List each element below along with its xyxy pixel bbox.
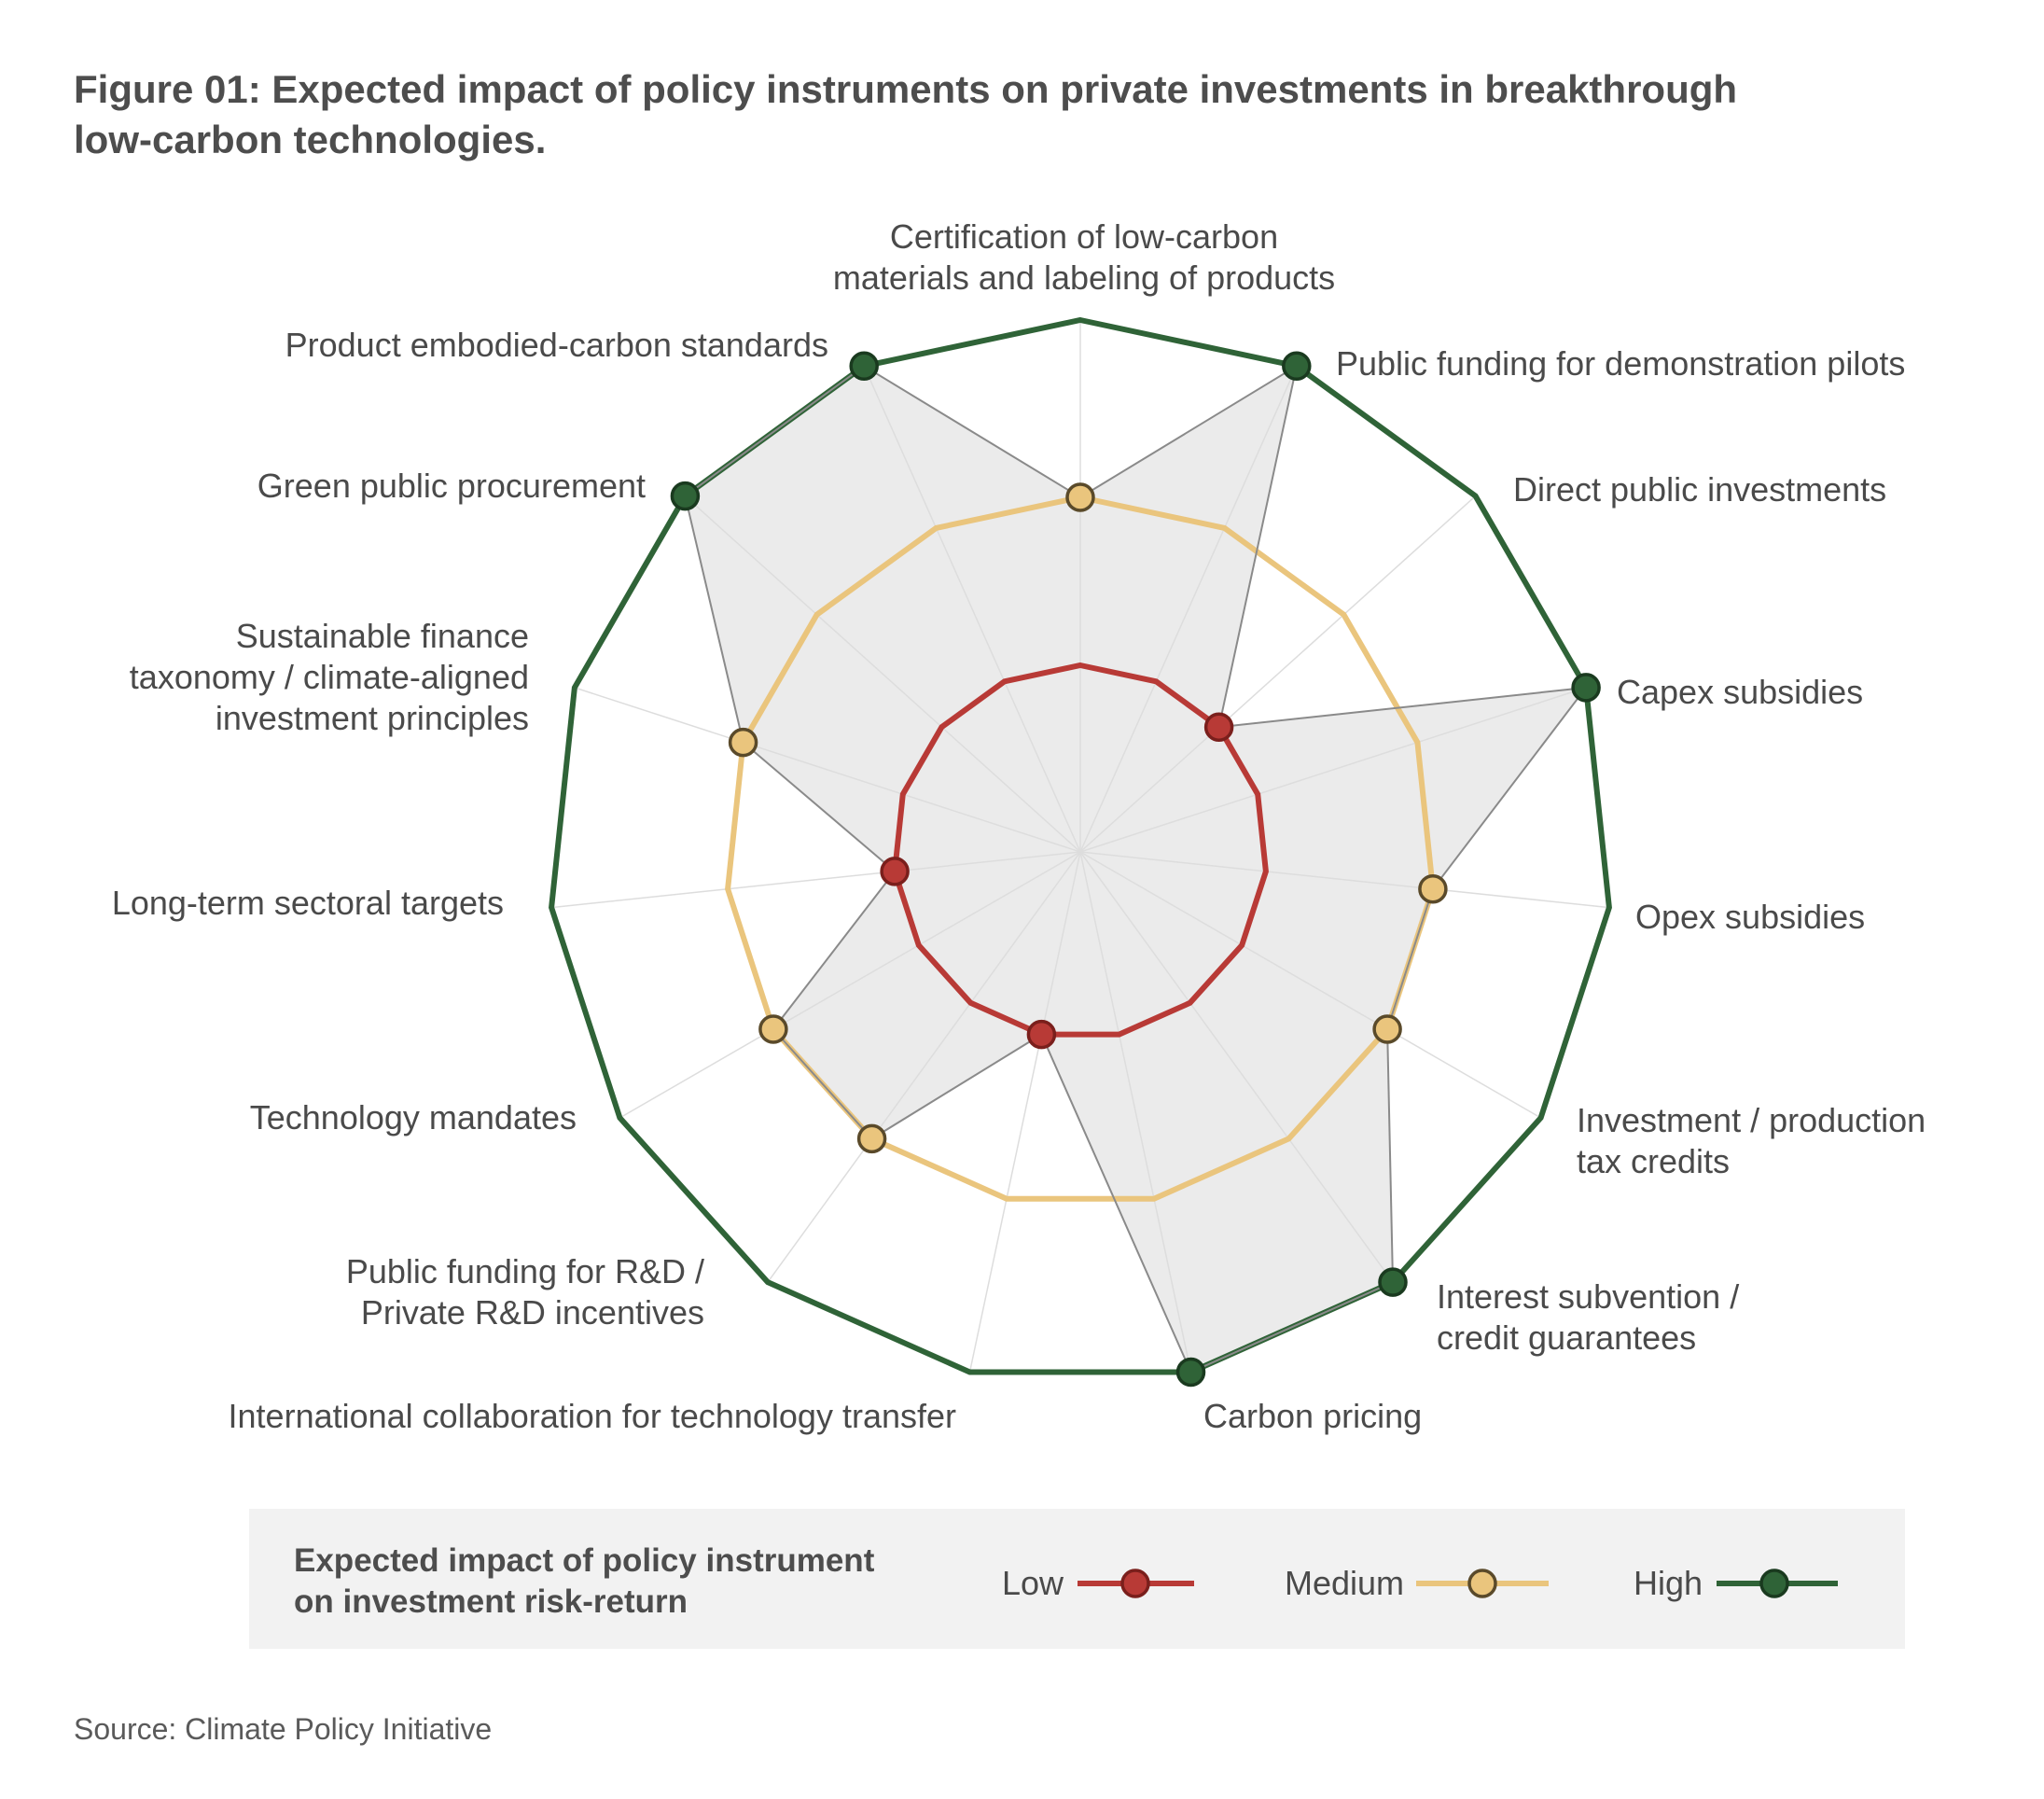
spoke-5	[1079, 851, 1609, 909]
point-9-low	[1026, 1019, 1057, 1050]
spoke-8	[1079, 851, 1192, 1373]
spoke-6	[1079, 851, 1541, 1119]
axis-label-14: Green public procurement	[257, 467, 646, 505]
spoke-13	[574, 687, 1081, 853]
axis-label-9-line-1: International collaboration for technolo…	[229, 1397, 956, 1435]
axis-label-11: Technology mandates	[250, 1098, 577, 1137]
axis-label-15: Product embodied-carbon standards	[285, 326, 828, 364]
legend-marker-medium	[1467, 1569, 1497, 1598]
point-7-high	[1378, 1267, 1408, 1297]
axis-label-1: Certification of low-carbon materials and…	[833, 217, 1335, 297]
axis-label-11-line-1: Technology mandates	[250, 1098, 577, 1137]
spoke-4	[1079, 687, 1587, 853]
axis-label-1-line-1: Certification of low-carbon	[890, 217, 1278, 256]
axis-label-13-line-2: taxonomy / climate-aligned	[130, 658, 529, 696]
point-14-high	[670, 481, 701, 511]
spoke-7	[1079, 851, 1394, 1283]
impact-profile-line	[684, 364, 1589, 1374]
axis-label-4: Capex subsidies	[1617, 673, 1863, 711]
ring-high	[549, 316, 1612, 1375]
point-6-medium	[1372, 1014, 1402, 1044]
axis-label-6: Investment / production tax credits	[1577, 1101, 1926, 1180]
legend-title-line-2: on investment risk-return	[294, 1583, 688, 1620]
axis-label-12-line-1: Long-term sectoral targets	[112, 884, 504, 922]
axis-label-5-line-1: Opex subsidies	[1635, 898, 1865, 936]
axis-label-8-line-1: Carbon pricing	[1203, 1397, 1422, 1435]
point-8-high	[1175, 1357, 1206, 1388]
point-10-medium	[856, 1123, 887, 1154]
legend-label-high: High	[1634, 1564, 1703, 1602]
axis-label-13-line-1: Sustainable finance	[236, 617, 529, 655]
point-5-medium	[1418, 873, 1448, 904]
axis-label-2: Public funding for demonstration pilots	[1336, 344, 1905, 383]
ring-medium	[725, 494, 1436, 1202]
point-12-low	[880, 857, 910, 886]
axis-label-10-line-2: Private R&D incentives	[361, 1293, 704, 1332]
spoke-9	[968, 851, 1081, 1373]
axis-label-6-line-2: tax credits	[1577, 1142, 1730, 1180]
legend: Expected impact of policy instrument on …	[249, 1509, 1905, 1649]
axis-label-7: Interest subvention / credit guarantees	[1437, 1277, 1739, 1357]
ring-low	[892, 662, 1269, 1038]
axis-label-8: Carbon pricing	[1203, 1397, 1422, 1435]
spoke-11	[619, 851, 1081, 1119]
axis-label-7-line-1: Interest subvention /	[1437, 1277, 1739, 1316]
axis-label-4-line-1: Capex subsidies	[1617, 673, 1863, 711]
axis-label-14-line-1: Green public procurement	[257, 467, 646, 505]
point-1-medium	[1065, 482, 1095, 512]
axis-labels: Certification of low-carbon materials and…	[112, 217, 1926, 1435]
axis-label-10-line-1: Public funding for R&D /	[346, 1252, 704, 1290]
axis-label-2-line-1: Public funding for demonstration pilots	[1336, 344, 1905, 383]
radar-plot	[549, 316, 1612, 1388]
spoke-10	[767, 851, 1081, 1283]
legend-label-low: Low	[1002, 1564, 1064, 1602]
axis-label-3-line-1: Direct public investments	[1513, 470, 1886, 509]
axis-label-1-line-2: materials and labeling of products	[833, 258, 1335, 297]
axis-label-5: Opex subsidies	[1635, 898, 1865, 936]
spoke-3	[1079, 495, 1477, 853]
axis-label-3: Direct public investments	[1513, 470, 1886, 509]
axis-label-12: Long-term sectoral targets	[112, 884, 504, 922]
legend-background	[249, 1509, 1905, 1649]
point-15-high	[849, 351, 879, 382]
legend-items: Low Medium High	[1002, 1564, 1838, 1602]
axis-label-7-line-2: credit guarantees	[1437, 1318, 1696, 1357]
legend-label-medium: Medium	[1285, 1564, 1404, 1602]
axis-label-10: Public funding for R&D / Private R&D ince…	[346, 1252, 704, 1332]
axis-label-9: International collaboration for technolo…	[229, 1397, 956, 1435]
spoke-2	[1079, 365, 1298, 853]
chart-title-line-1: Figure 01: Expected impact of policy ins…	[74, 67, 1737, 111]
spoke-15	[863, 365, 1081, 853]
axis-label-6-line-1: Investment / production	[1577, 1101, 1926, 1139]
chart-title-line-2: low-carbon technologies.	[74, 118, 546, 161]
point-2-high	[1282, 351, 1312, 382]
point-3-low	[1203, 712, 1234, 742]
axis-label-13-line-3: investment principles	[216, 699, 529, 737]
impact-profile-area	[685, 366, 1587, 1373]
point-13-medium	[728, 727, 758, 758]
axis-label-15-line-1: Product embodied-carbon standards	[285, 326, 828, 364]
point-4-high	[1571, 673, 1601, 703]
spoke-14	[684, 495, 1081, 853]
legend-marker-low	[1120, 1569, 1150, 1598]
source-note: Source: Climate Policy Initiative	[74, 1712, 492, 1746]
spoke-12	[551, 851, 1081, 909]
point-11-medium	[758, 1014, 788, 1044]
legend-marker-high	[1759, 1569, 1789, 1598]
axis-label-13: Sustainable finance taxonomy / climate-al…	[130, 617, 529, 737]
legend-title-line-1: Expected impact of policy instrument	[294, 1542, 875, 1579]
